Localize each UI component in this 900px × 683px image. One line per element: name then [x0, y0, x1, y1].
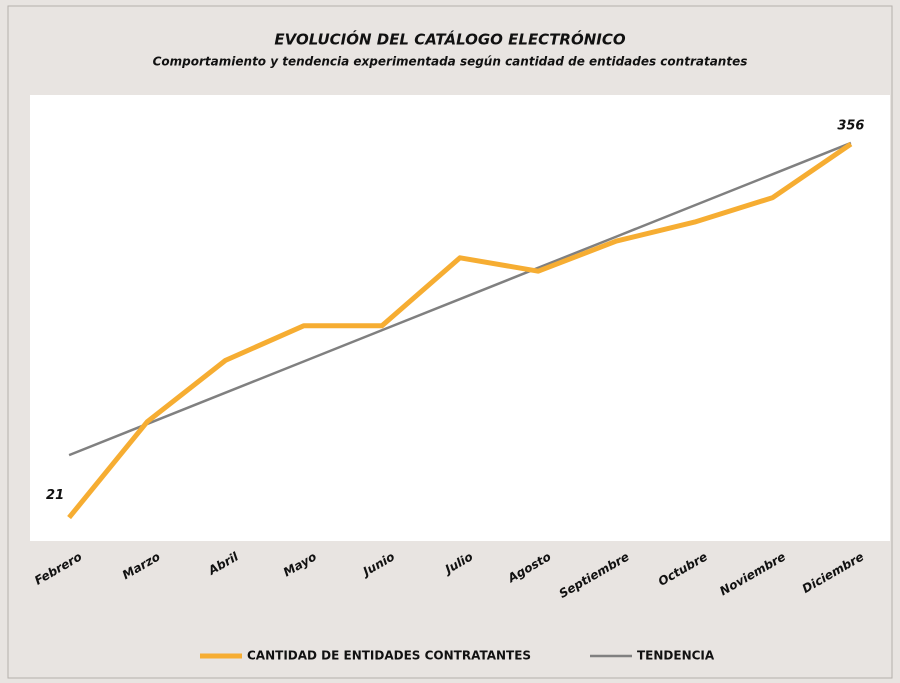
data-label: 21: [46, 488, 64, 503]
legend-label: TENDENCIA: [637, 649, 715, 663]
frame: [7, 5, 893, 679]
data-label: 356: [837, 119, 864, 134]
trend-line: [68, 141, 852, 457]
plot-area: [30, 95, 890, 541]
data-line: [67, 141, 853, 520]
legend-label: CANTIDAD DE ENTIDADES CONTRATANTES: [247, 649, 531, 663]
chart-title: EVOLUCIÓN DEL CATÁLOGO ELECTRÓNICO: [274, 30, 626, 49]
chart-subtitle: Comportamiento y tendencia experimentada…: [153, 55, 748, 69]
